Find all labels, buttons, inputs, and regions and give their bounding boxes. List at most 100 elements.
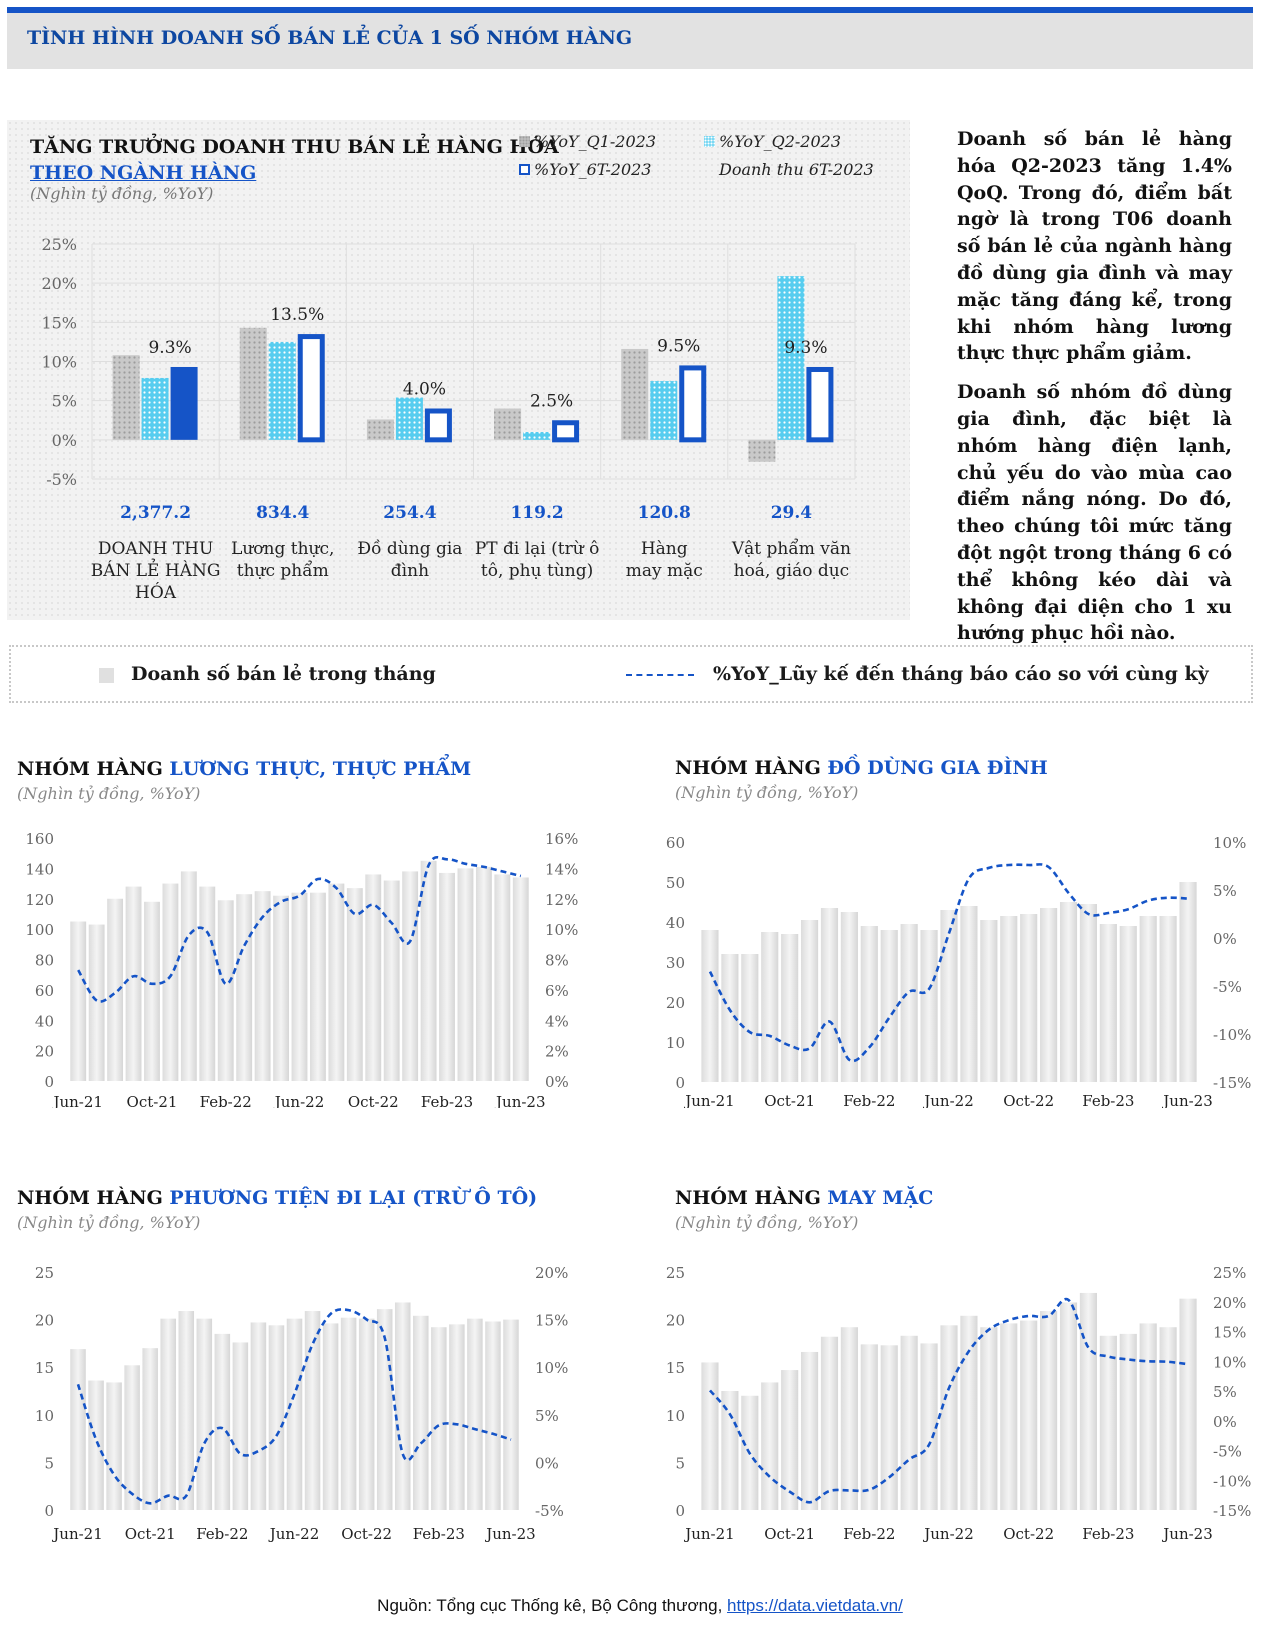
y2-tick-label: 0% [535, 1454, 559, 1472]
bar-6t [297, 334, 325, 443]
data-label: 2.5% [530, 391, 573, 411]
y-tick-label: 60 [666, 834, 685, 852]
data-label: 13.5% [270, 305, 324, 325]
bar [236, 894, 253, 1081]
revenue-label: 119.2 [510, 503, 563, 523]
x-tick-label: Oct-21 [764, 1525, 815, 1543]
bar [503, 1319, 519, 1510]
bar [431, 1327, 447, 1510]
y2-tick-label: 8% [545, 952, 569, 970]
y-tick-label: 20 [666, 994, 685, 1012]
category-label: đình [391, 561, 429, 581]
chart-apparel-title: NHÓM HÀNG MAY MẶC [675, 1187, 933, 1209]
chart-transport-title-highlight: PHƯƠNG TIỆN ĐI LẠI (TRỪ Ô TÔ) [169, 1187, 538, 1209]
x-tick-label: Feb-23 [1082, 1525, 1134, 1543]
yoy-line [77, 855, 522, 1003]
bar-legend-swatch [99, 668, 114, 683]
y-tick-label: 10% [41, 353, 77, 372]
chart-food-title: NHÓM HÀNG LƯƠNG THỰC, THỰC PHẨM [17, 758, 471, 780]
bar [199, 886, 216, 1081]
bar-6t [552, 420, 580, 443]
data-label: 9.3% [148, 338, 191, 358]
bar [383, 880, 400, 1081]
bar [960, 1315, 978, 1510]
chart-transport-unit: (Nghìn tỷ đồng, %YoY) [17, 1213, 201, 1232]
legend-q1-label: %YoY_Q1-2023 [534, 132, 656, 151]
bar [291, 892, 308, 1081]
x-tick-label: Jun-23 [484, 1525, 536, 1543]
category-label: PT đi lại (trừ ô [475, 539, 600, 559]
legend-q2-swatch [704, 136, 715, 147]
x-tick-label: Jun-23 [1161, 1525, 1213, 1543]
category-label: BÁN LẺ HÀNG [91, 559, 221, 581]
bar [439, 872, 455, 1081]
page-title: TÌNH HÌNH DOANH SỐ BÁN LẺ CỦA 1 SỐ NHÓM … [27, 27, 633, 49]
bar [107, 898, 124, 1081]
y-tick-label: 15 [35, 1359, 54, 1377]
chart-transport: 0 5 10 15 20 25 -5% 0% 5% 10% 15% 20% Jun-21 Oct-21 Fe… [35, 1264, 568, 1543]
y2-tick-label: 5% [535, 1407, 559, 1425]
revenue-label: 29.4 [771, 503, 813, 523]
y2-tick-label: 20% [535, 1264, 568, 1282]
yoy-line [708, 863, 1189, 1063]
y2-tick-label: 15% [1213, 1324, 1246, 1342]
bar [1059, 1302, 1078, 1510]
bar [860, 926, 878, 1082]
y-tick-label: 60 [35, 982, 54, 1000]
x-tick-label: Jun-22 [922, 1092, 974, 1108]
legend-revenue-label: Doanh thu 6T-2023 [719, 160, 874, 179]
y-tick-label: 25 [666, 1264, 685, 1282]
y-tick-label: 20 [666, 1312, 685, 1330]
bar [761, 932, 779, 1082]
bar [162, 883, 179, 1081]
bar [701, 930, 719, 1082]
revenue-label: 834.4 [256, 503, 309, 523]
x-tick-label: Jun-22 [268, 1525, 320, 1543]
bar [1159, 916, 1177, 1082]
data-label: 9.3% [784, 338, 827, 358]
y2-tick-label: -10% [1213, 1026, 1251, 1044]
x-tick-label: Feb-22 [843, 1525, 895, 1543]
x-tick-label: Jun-22 [922, 1525, 974, 1543]
legend-h1-swatch [519, 164, 530, 175]
bar [1020, 1320, 1038, 1510]
bar-q1 [112, 355, 140, 440]
data-label: 9.5% [657, 336, 700, 356]
chart-transport-title-prefix: NHÓM HÀNG [17, 1187, 170, 1209]
y2-tick-label: 5% [1213, 882, 1237, 900]
bar [820, 908, 839, 1082]
x-tick-label: Oct-21 [125, 1525, 176, 1543]
category-label: thực phẩm [237, 561, 329, 581]
bar [1139, 916, 1157, 1082]
y-tick-label: 15% [41, 313, 77, 332]
chart-apparel-unit: (Nghìn tỷ đồng, %YoY) [675, 1213, 859, 1232]
bar [1099, 924, 1117, 1082]
revenue-label: 254.4 [383, 503, 436, 523]
bar [1040, 1311, 1058, 1510]
category-label: HÓA [135, 582, 177, 603]
bar [160, 1318, 176, 1510]
bar-q2 [268, 341, 296, 440]
source-link[interactable]: https://data.vietdata.vn/ [727, 1596, 903, 1615]
series-legend: Doanh số bán lẻ trong tháng %YoY_Lũy kế … [9, 645, 1253, 703]
bar [304, 1311, 321, 1510]
bar [1119, 926, 1137, 1082]
legend-revenue: Doanh thu 6T-2023 [719, 160, 874, 179]
y-tick-label: 0 [675, 1502, 685, 1520]
chart-apparel-title-prefix: NHÓM HÀNG [675, 1187, 828, 1209]
y-tick-label: 10 [666, 1034, 685, 1052]
y2-tick-label: 0% [1213, 930, 1237, 948]
y-tick-label: 0 [44, 1073, 54, 1091]
bar-6t [806, 366, 834, 443]
top-accent-bar [7, 7, 1253, 13]
y-tick-label: 50 [666, 874, 685, 892]
source-text: Nguồn: Tổng cục Thống kê, Bộ Công thương… [377, 1596, 728, 1615]
bar [449, 1324, 465, 1510]
y2-tick-label: -5% [1213, 978, 1242, 996]
bar [900, 1335, 918, 1510]
category-label: DOANH THU [98, 539, 213, 559]
legend-h1: %YoY_6T-2023 [519, 160, 651, 179]
bar [144, 901, 160, 1081]
commentary: Doanh số bán lẻ hàng hóa Q2-2023 tăng 1.… [957, 126, 1232, 659]
y2-tick-label: 10% [1213, 1353, 1246, 1371]
